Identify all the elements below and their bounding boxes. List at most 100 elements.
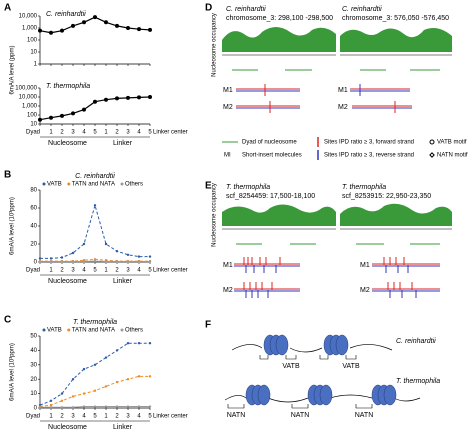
y-tick-label: 1,000 bbox=[22, 26, 38, 32]
y-tick-label: 10,000 bbox=[19, 95, 38, 101]
point bbox=[148, 405, 152, 408]
group-label: Linker bbox=[113, 140, 133, 147]
motif-label: NATN bbox=[291, 412, 310, 419]
point bbox=[71, 406, 75, 409]
x-tick-label: 2 bbox=[60, 414, 64, 420]
panel-label: C bbox=[4, 315, 11, 326]
legend-text: TATN and NATA bbox=[72, 328, 115, 334]
legend-key bbox=[67, 328, 71, 332]
point bbox=[49, 30, 53, 35]
molecule-label: M1 bbox=[360, 262, 370, 269]
point bbox=[126, 95, 130, 100]
group-label: Nucleosome bbox=[48, 424, 87, 431]
x-tick-label: Dyad bbox=[26, 268, 40, 274]
motif-label: VATB bbox=[282, 363, 300, 370]
x-tick-label: 2 bbox=[115, 130, 119, 136]
point bbox=[71, 23, 75, 28]
x-tick-label: 5 bbox=[148, 130, 152, 136]
legend-text: VATB motif bbox=[437, 140, 467, 146]
x-tick-label: 3 bbox=[126, 414, 130, 420]
track-species: T. thermophila bbox=[226, 184, 270, 191]
point bbox=[93, 99, 97, 104]
y-tick-label: 1 bbox=[34, 62, 38, 68]
molecule-label: M1 bbox=[223, 87, 233, 94]
x-tick-label: 5 bbox=[148, 268, 152, 274]
point bbox=[38, 406, 42, 409]
x-tick-label: 5 bbox=[148, 414, 152, 420]
panel-label: F bbox=[205, 320, 211, 331]
point bbox=[38, 257, 42, 260]
legend-key bbox=[120, 182, 124, 186]
panel-label: D bbox=[205, 3, 212, 14]
x-tick-label: 3 bbox=[126, 130, 130, 136]
x-tick-label: 1 bbox=[49, 130, 53, 136]
x-tick-label: 3 bbox=[71, 268, 75, 274]
x-tick-label: 4 bbox=[137, 414, 141, 420]
y-tick-label: 10 bbox=[30, 391, 37, 397]
series-line bbox=[39, 16, 151, 34]
point bbox=[93, 405, 97, 408]
legend-text: VATB bbox=[47, 182, 62, 188]
point bbox=[104, 242, 108, 246]
legend-text: Sites IPD ratio ≥ 3, reverse strand bbox=[324, 153, 414, 159]
legend-text: NATN motif bbox=[437, 153, 468, 159]
point bbox=[82, 367, 86, 371]
legend-key: MI bbox=[224, 153, 231, 159]
end-label: Linker center bbox=[153, 268, 188, 274]
point bbox=[126, 253, 130, 256]
molecule-label: M2 bbox=[360, 287, 370, 294]
x-tick-label: 2 bbox=[60, 268, 64, 274]
point bbox=[82, 392, 86, 395]
point bbox=[82, 20, 86, 25]
point bbox=[49, 406, 53, 409]
y-tick-label: 20 bbox=[30, 377, 37, 383]
y-tick-label: 100 bbox=[27, 113, 38, 119]
point bbox=[115, 405, 119, 408]
point bbox=[60, 406, 64, 409]
point bbox=[137, 95, 141, 100]
point bbox=[137, 260, 141, 263]
point bbox=[49, 260, 53, 263]
point bbox=[104, 405, 108, 408]
point bbox=[49, 403, 53, 407]
y-label: Nucleosome occupancy bbox=[212, 183, 218, 247]
point bbox=[71, 251, 75, 255]
track-species: C. reinhardtii bbox=[226, 6, 266, 13]
point bbox=[126, 405, 130, 408]
point bbox=[38, 28, 42, 33]
point bbox=[93, 15, 97, 20]
molecule-label: M1 bbox=[338, 87, 348, 94]
molecule-label: M2 bbox=[223, 287, 233, 294]
point bbox=[71, 260, 75, 263]
legend-key bbox=[429, 152, 435, 158]
motif-label: NATN bbox=[355, 412, 374, 419]
track-species: T. thermophila bbox=[342, 184, 386, 191]
molecule-label: M2 bbox=[338, 104, 348, 111]
x-tick-label: 1 bbox=[49, 414, 53, 420]
point bbox=[82, 242, 86, 246]
occupancy bbox=[340, 28, 452, 52]
point bbox=[115, 96, 119, 101]
y-tick-label: 30 bbox=[30, 362, 37, 368]
y-label: 6mA/A level (10³ppm) bbox=[10, 197, 16, 255]
x-tick-label: 4 bbox=[137, 268, 141, 274]
point bbox=[60, 392, 64, 395]
legend-key bbox=[42, 328, 46, 332]
x-tick-label: Dyad bbox=[26, 130, 40, 136]
molecule-label: M2 bbox=[223, 104, 233, 111]
point bbox=[71, 111, 75, 116]
y-tick-label: 0 bbox=[34, 406, 38, 412]
chart-title: C. reinhardtii bbox=[46, 11, 86, 18]
x-tick-label: 4 bbox=[82, 130, 86, 136]
y-tick-label: 40 bbox=[30, 348, 37, 354]
y-tick-label: 50 bbox=[30, 334, 37, 340]
y-tick-label: 10,000 bbox=[19, 14, 38, 20]
chart-title: C. reinhardtii bbox=[75, 173, 115, 180]
y-tick-label: 1,000 bbox=[22, 104, 38, 110]
x-tick-label: 3 bbox=[71, 414, 75, 420]
point bbox=[71, 378, 75, 381]
chart-title: T. thermophila bbox=[46, 83, 90, 90]
end-label: Linker center bbox=[153, 130, 188, 136]
legend-text: Others bbox=[125, 328, 143, 334]
point bbox=[137, 342, 141, 345]
